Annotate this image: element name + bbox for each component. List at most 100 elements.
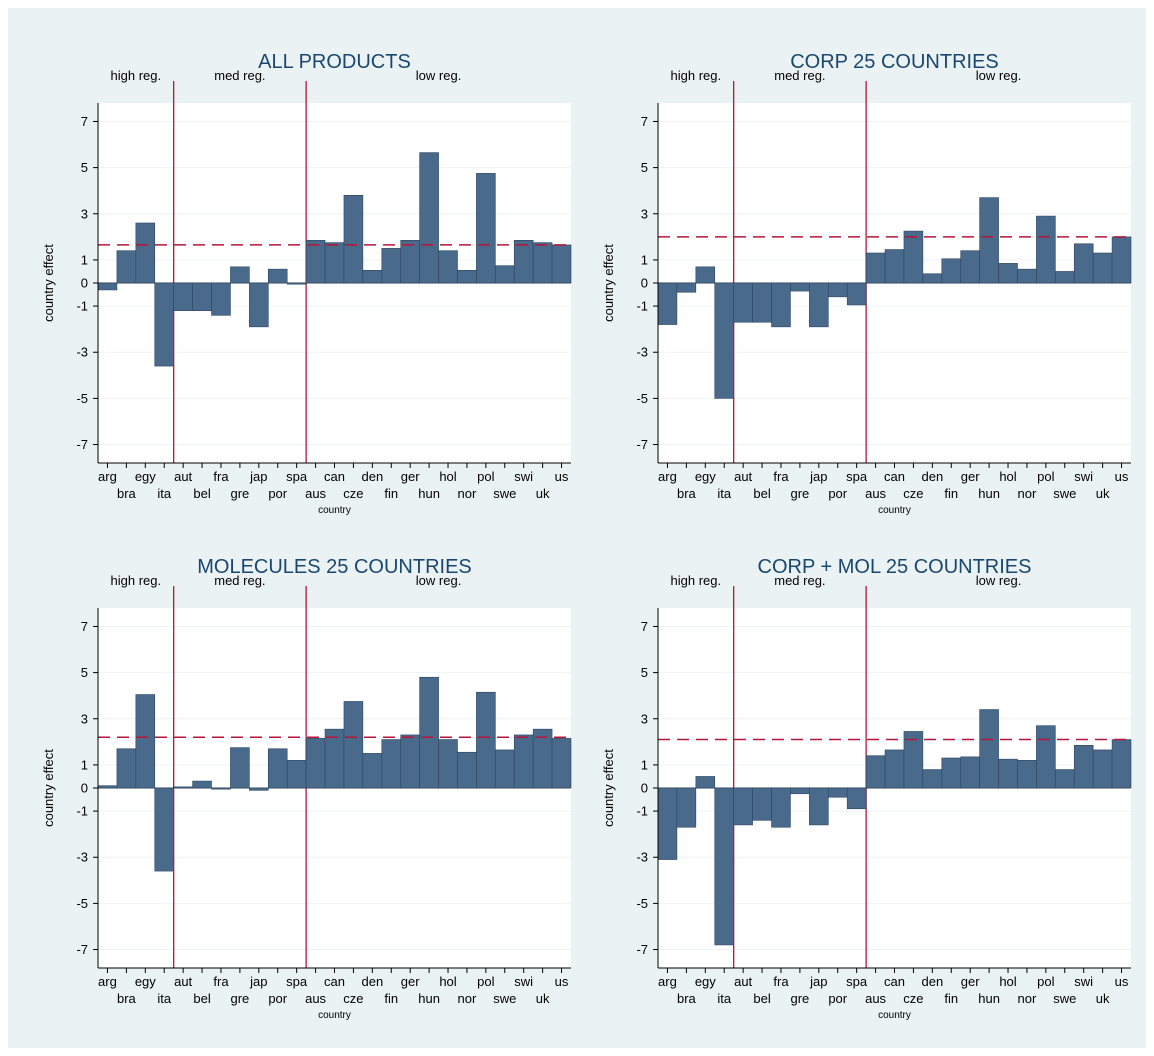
bar-ger (960, 756, 980, 789)
x-tick-label-arg: arg (98, 974, 117, 989)
y-tick-label: 0 (81, 781, 88, 796)
x-axis-label: country (878, 505, 911, 516)
bar-cze (343, 195, 364, 284)
bar-swe (495, 749, 515, 789)
x-tick-label-bra: bra (677, 991, 697, 1006)
x-tick-label-pol: pol (1037, 469, 1054, 484)
bar-aut (733, 282, 753, 323)
bar-bra (676, 282, 697, 293)
y-tick-label: 5 (81, 665, 88, 680)
y-tick-label: -3 (636, 345, 648, 360)
bar-por (827, 787, 848, 798)
x-tick-label-can: can (884, 469, 905, 484)
x-tick-label-gre: gre (231, 486, 250, 501)
x-tick-label-den: den (921, 469, 943, 484)
bar-swe (495, 265, 515, 284)
bar-uk (532, 242, 553, 284)
y-tick-label: -1 (636, 299, 648, 314)
panel-corp-mol-25-countries: CORP + MOL 25 COUNTRIES high reg. med reg.… (583, 533, 1139, 1038)
bar-aut (733, 787, 753, 826)
y-tick-label: -3 (76, 345, 88, 360)
x-tick-label-cze: cze (903, 991, 923, 1006)
bar-nor (1017, 268, 1037, 284)
x-tick-label-por: por (828, 486, 847, 501)
regime-label: low reg. (976, 573, 1022, 588)
bar-ita (154, 787, 174, 872)
bar-fra (211, 787, 231, 790)
regime-label: low reg. (416, 68, 462, 83)
x-tick-label-arg: arg (658, 469, 677, 484)
y-tick-label: -7 (636, 437, 648, 452)
x-tick-label-bra: bra (117, 991, 137, 1006)
x-axis-label: country (318, 505, 351, 516)
bar-aus (305, 738, 326, 789)
y-tick-label: 7 (641, 619, 648, 634)
bar-por (267, 268, 288, 284)
x-tick-label-gre: gre (231, 991, 250, 1006)
bar-ita (714, 787, 734, 946)
bar-bel (752, 282, 772, 323)
y-tick-label: 0 (81, 276, 88, 291)
x-tick-label-swe: swe (493, 486, 516, 501)
x-tick-label-ita: ita (717, 486, 732, 501)
regime-label: high reg. (111, 573, 162, 588)
x-tick-label-us: us (555, 974, 569, 989)
bar-nor (457, 751, 477, 789)
bar-pol (1036, 725, 1056, 789)
y-tick-label: -7 (76, 437, 88, 452)
x-tick-label-uk: uk (536, 991, 550, 1006)
x-tick-label-hun: hun (978, 486, 1000, 501)
x-tick-label-spa: spa (846, 974, 868, 989)
regime-label: high reg. (671, 573, 722, 588)
bar-hun (979, 197, 999, 284)
x-tick-label-spa: spa (286, 469, 308, 484)
x-tick-label-hol: hol (439, 469, 456, 484)
bar-spa (846, 787, 867, 810)
panel-molecules-25-countries: MOLECULES 25 COUNTRIES high reg. med reg. l… (23, 533, 579, 1038)
bar-us (551, 244, 572, 284)
x-tick-label-hun: hun (418, 486, 440, 501)
x-tick-label-pol: pol (477, 469, 494, 484)
x-tick-label-cze: cze (903, 486, 923, 501)
x-tick-label-fra: fra (773, 974, 789, 989)
x-tick-label-hol: hol (999, 974, 1016, 989)
y-axis-label: country effect (601, 244, 616, 322)
bar-arg (97, 282, 118, 291)
bar-us (551, 738, 572, 789)
y-tick-label: 7 (81, 114, 88, 129)
x-tick-label-swi: swi (514, 974, 533, 989)
bar-spa (846, 282, 867, 306)
bar-bra (116, 748, 137, 789)
regime-label: low reg. (976, 68, 1022, 83)
bar-hol (998, 263, 1018, 284)
x-tick-label-den: den (921, 974, 943, 989)
bar-den (362, 753, 383, 789)
x-tick-label-us: us (1115, 974, 1129, 989)
x-axis-label: country (878, 1010, 911, 1021)
bar-den (922, 273, 943, 284)
y-tick-label: 0 (641, 781, 648, 796)
bar-jap (809, 787, 829, 826)
bar-ger (400, 734, 420, 789)
bar-gre (790, 282, 810, 292)
x-tick-label-aut: aut (174, 469, 192, 484)
bar-arg (657, 282, 678, 325)
bar-cze (903, 731, 924, 789)
bar-swi (513, 734, 534, 789)
x-tick-label-swi: swi (1074, 974, 1093, 989)
y-tick-label: 1 (81, 252, 88, 267)
x-tick-label-uk: uk (1096, 991, 1110, 1006)
bar-bra (676, 787, 697, 828)
y-tick-label: 7 (641, 114, 648, 129)
x-tick-label-can: can (324, 469, 345, 484)
y-tick-label: -5 (636, 391, 648, 406)
x-tick-label-ger: ger (961, 974, 980, 989)
x-tick-label-swi: swi (1074, 469, 1093, 484)
bar-aut (173, 282, 193, 311)
bar-us (1111, 739, 1132, 789)
bar-aus (305, 240, 326, 284)
x-tick-label-bel: bel (753, 991, 770, 1006)
y-tick-label: 5 (81, 160, 88, 175)
x-tick-label-por: por (268, 991, 287, 1006)
x-tick-label-swe: swe (493, 991, 516, 1006)
